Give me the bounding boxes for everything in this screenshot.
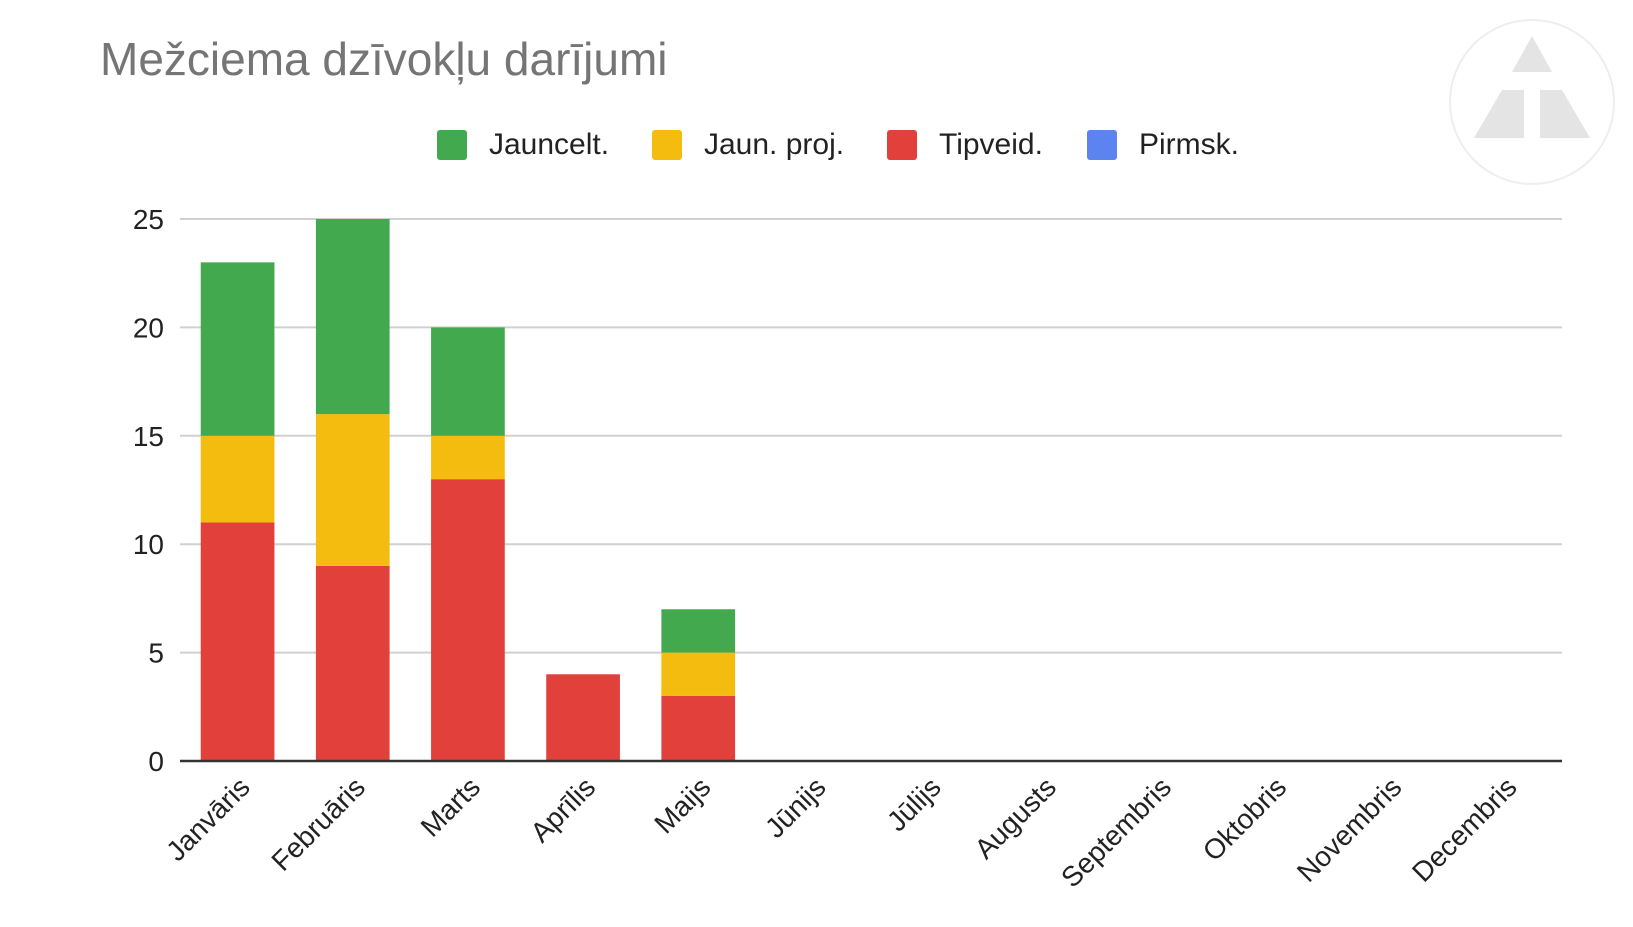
bar-jaunproj-2[interactable] <box>431 435 505 480</box>
bar-tipveid-3[interactable] <box>546 674 620 761</box>
legend-item-tipveid[interactable]: Tipveid. <box>887 128 1043 162</box>
x-tick-label-2: Marts <box>415 771 486 842</box>
bar-tipveid-4[interactable] <box>661 695 736 761</box>
legend-swatch-tipveid <box>887 130 917 160</box>
x-tick-label-7: Augusts <box>969 771 1062 864</box>
x-tick-label-4: Maijs <box>648 771 716 839</box>
legend-label-jauncelt: Jauncelt. <box>489 128 610 161</box>
legend-swatch-jaun-proj <box>652 130 682 160</box>
legend-label-tipveid: Tipveid. <box>939 128 1043 161</box>
x-tick-label-1: Februāris <box>265 771 371 877</box>
x-tick-label-5: Jūnijs <box>759 771 832 844</box>
x-tick-label-0: Janvāris <box>160 771 256 867</box>
chart-title: Mežciema dzīvokļu darījumi <box>100 33 668 85</box>
bar-jaunproj-1[interactable] <box>315 414 390 566</box>
grid-lines <box>180 218 1562 654</box>
legend-label-jaun-proj: Jaun. proj. <box>704 128 845 161</box>
y-tick-label-5: 5 <box>148 638 164 669</box>
chart-legend: Jauncelt. Jaun. proj. Tipveid. Pirmsk. <box>0 128 1633 172</box>
x-tick-label-11: Decembris <box>1406 771 1523 888</box>
y-tick-label-15: 15 <box>133 421 164 452</box>
x-tick-label-10: Novembris <box>1291 771 1408 888</box>
legend-item-jauncelt[interactable]: Jauncelt. <box>437 128 609 162</box>
bar-tipveid-0[interactable] <box>200 522 275 761</box>
bar-tipveid-2[interactable] <box>431 479 505 761</box>
bar-jaunproj-0[interactable] <box>200 435 275 523</box>
x-tick-label-9: Oktobris <box>1197 771 1293 867</box>
legend-item-jaun-proj[interactable]: Jaun. proj. <box>652 128 844 162</box>
y-tick-label-0: 0 <box>148 746 164 777</box>
bar-tipveid-1[interactable] <box>315 565 390 761</box>
legend-item-pirmsk[interactable]: Pirmsk. <box>1087 128 1239 162</box>
bar-jauncelt-0[interactable] <box>200 262 275 436</box>
bar-jauncelt-1[interactable] <box>315 219 390 415</box>
y-tick-label-10: 10 <box>133 529 164 560</box>
legend-label-pirmsk: Pirmsk. <box>1139 128 1239 161</box>
bar-jaunproj-4[interactable] <box>661 652 736 696</box>
x-tick-label-6: Jūlijs <box>881 771 947 837</box>
y-tick-label-20: 20 <box>133 312 164 343</box>
bar-jauncelt-4[interactable] <box>661 609 736 653</box>
bars <box>200 219 736 761</box>
x-tick-label-8: Septembris <box>1055 771 1177 893</box>
legend-swatch-jauncelt <box>437 130 467 160</box>
triangle-logo-icon <box>1448 18 1616 186</box>
bar-jauncelt-2[interactable] <box>431 327 505 436</box>
y-tick-label-25: 25 <box>133 204 164 235</box>
x-tick-label-3: Aprīlis <box>524 771 601 848</box>
legend-swatch-pirmsk <box>1087 130 1117 160</box>
